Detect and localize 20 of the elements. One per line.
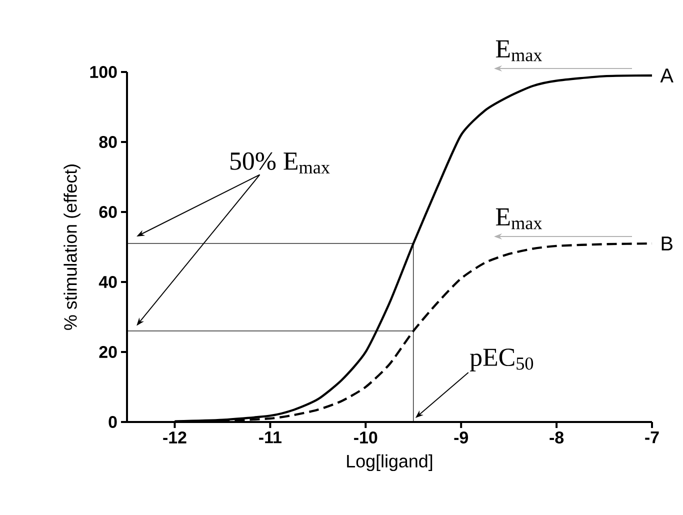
annotation: 50% E$_{max}$ [230,152,330,174]
y-tick-label: 80 [99,136,117,148]
y-axis-title: % stimulation (effect) [64,164,80,330]
y-tick-label: 40 [98,276,117,288]
text: E$_{max}$ [496,40,542,62]
x-tick-label: -11 [259,432,282,444]
x-tick-label: -7 [645,432,659,444]
annotation: pEC$_{50}$ [470,348,534,372]
y-tick-label: 60 [99,206,117,218]
x-tick-label: -12 [163,432,186,444]
series-label: A [660,68,674,82]
y-tick-label: 100 [90,66,117,78]
series-label: B [662,236,672,250]
y-tick-label: 0 [108,416,117,428]
annotation: E$_{max}$ [496,208,542,230]
x-tick-label: -10 [354,432,378,444]
x-tick-label: -9 [454,432,468,444]
y-tick-label: 20 [99,346,117,358]
x-tick-label: -8 [550,432,564,444]
x-axis-title: Log[ligand] [347,454,432,472]
